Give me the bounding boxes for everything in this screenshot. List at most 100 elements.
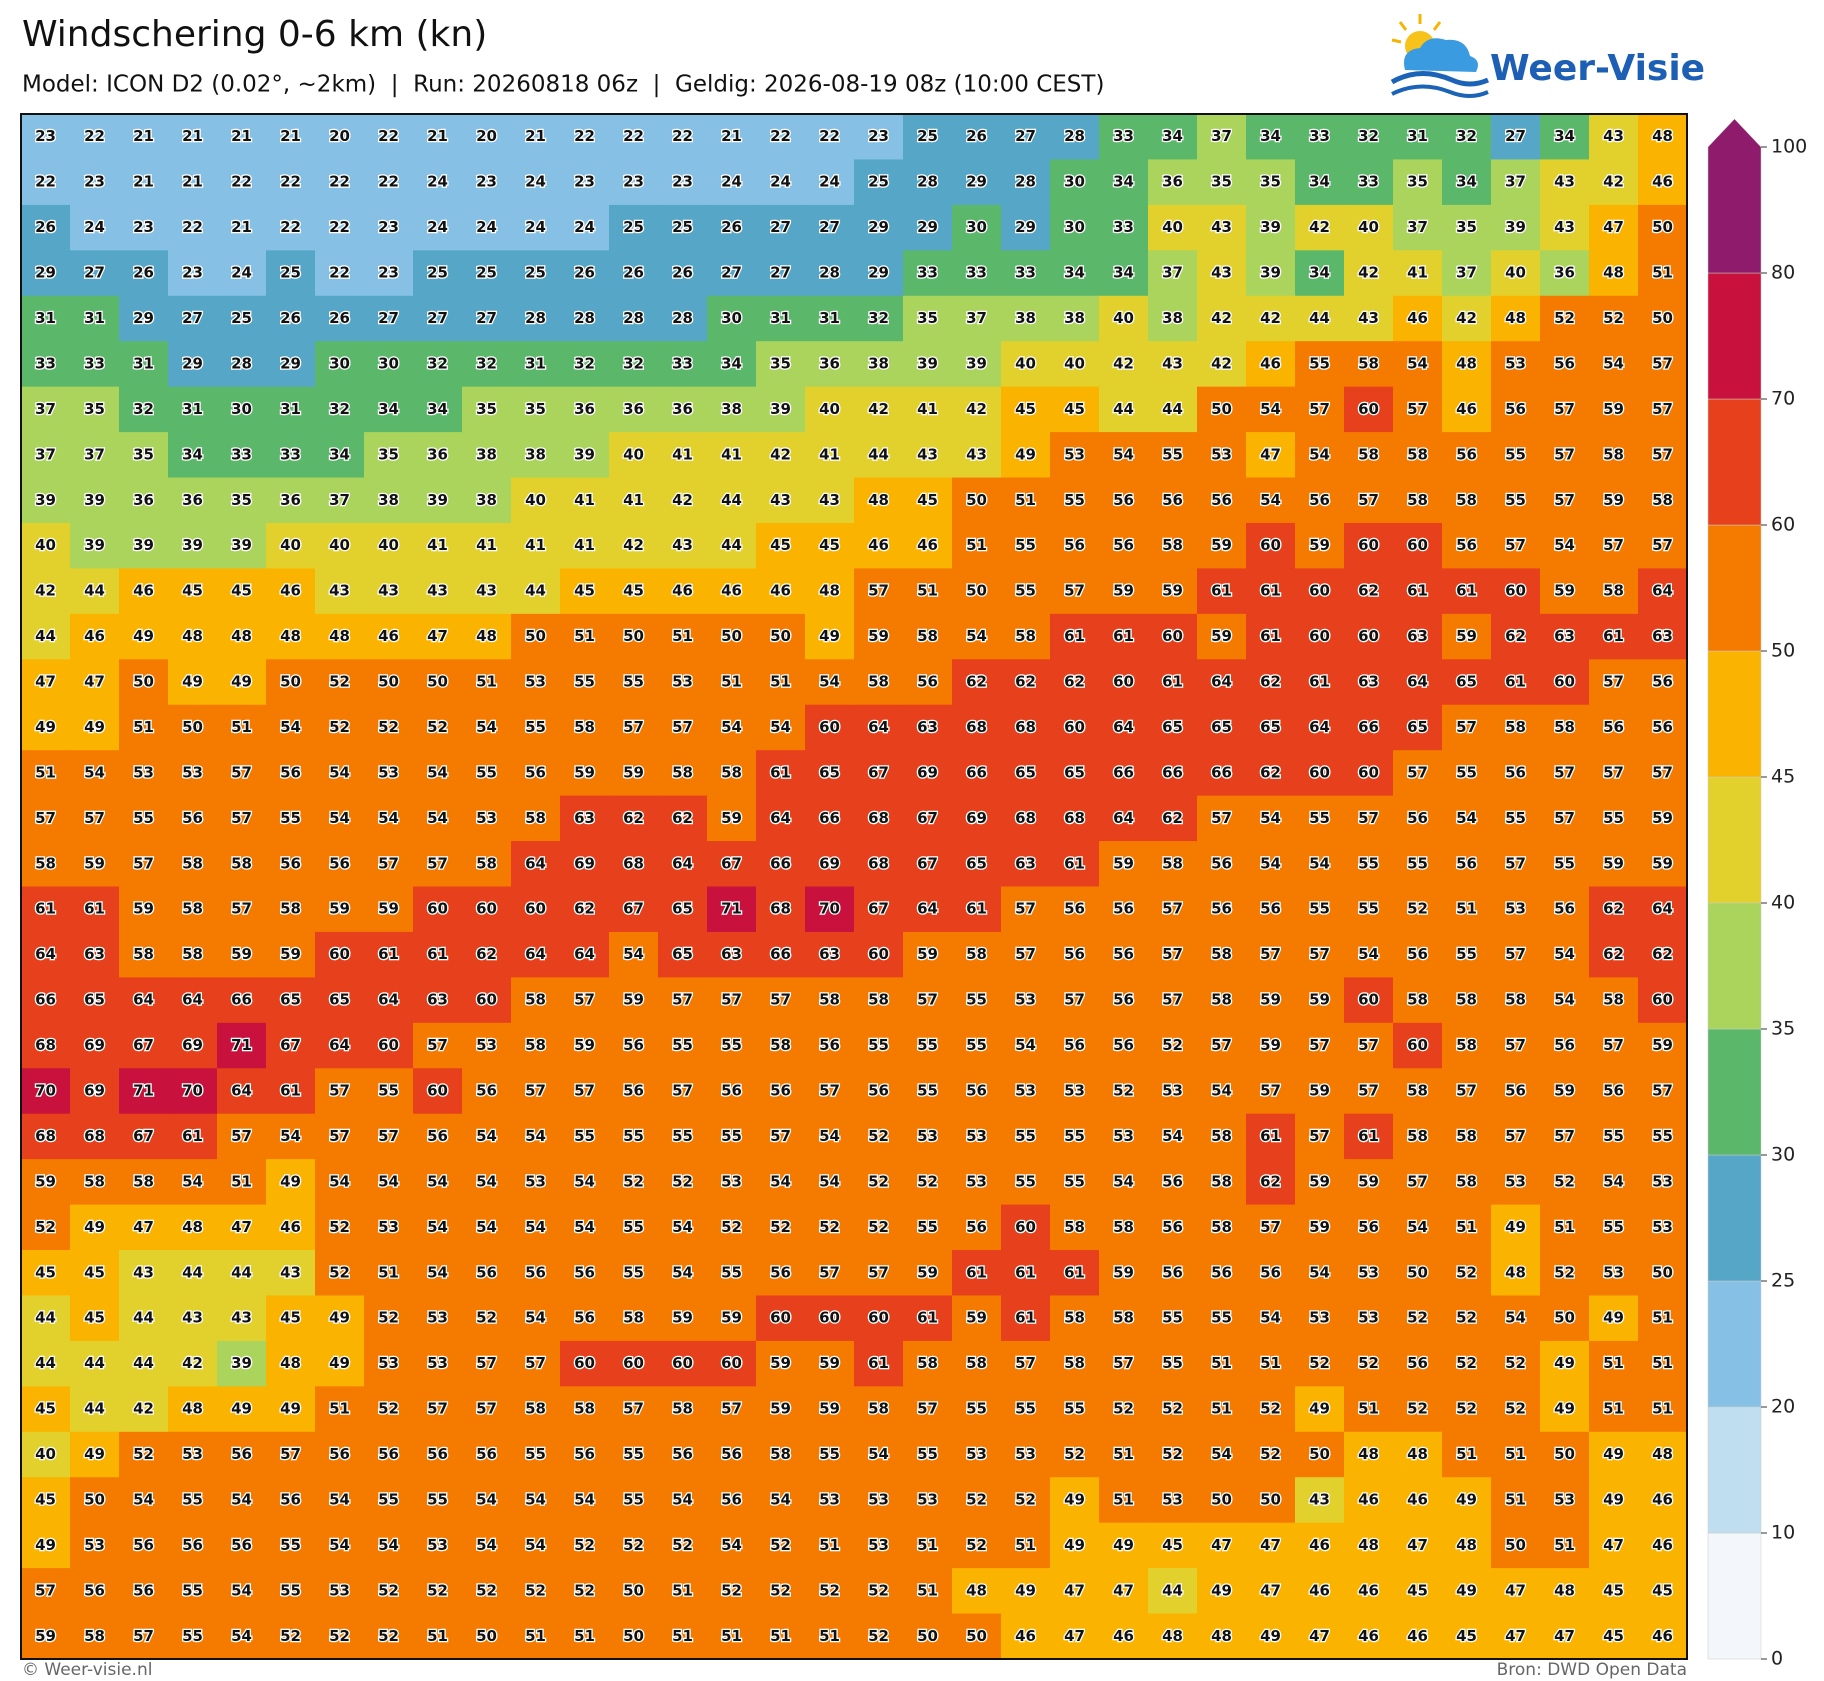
shear-cell [658,886,708,933]
shear-label: 54 [966,627,987,645]
shear-label: 66 [1113,763,1134,781]
shear-label: 56 [1554,354,1575,372]
shear-label: 20 [329,127,350,145]
shear-label: 60 [476,900,497,918]
shear-cell [70,1522,120,1569]
shear-label: 54 [329,763,350,781]
shear-label: 47 [427,627,448,645]
shear-cell [70,1613,120,1660]
shear-label: 61 [35,900,56,918]
shear-cell [1050,886,1100,933]
shear-label: 46 [1652,173,1673,191]
logo-sun-rays [1391,14,1442,44]
shear-cell [21,795,71,842]
shear-label: 35 [1260,173,1281,191]
shear-label: 40 [623,445,644,463]
shear-label: 53 [1015,991,1036,1009]
shear-label: 46 [133,582,154,600]
shear-label: 54 [427,809,448,827]
shear-cell [1393,1522,1443,1569]
shear-cell [1197,1522,1247,1569]
shear-cell [364,750,414,797]
shear-cell [1197,1295,1247,1342]
shear-cell [756,841,806,888]
shear-label: 56 [1064,1036,1085,1054]
shear-label: 56 [1505,763,1526,781]
shear-cell [1246,704,1296,751]
shear-label: 40 [329,536,350,554]
shear-label: 56 [770,1263,791,1281]
shear-label: 55 [623,1445,644,1463]
shear-label: 55 [1015,582,1036,600]
shear-label: 24 [476,218,497,236]
shear-label: 64 [672,854,693,872]
shear-cell [364,1295,414,1342]
shear-label: 31 [819,309,840,327]
shear-label: 53 [917,1490,938,1508]
shear-cell [462,613,512,660]
shear-label: 54 [476,1536,497,1554]
logo-wave [1391,84,1489,98]
shear-cell [1540,386,1590,433]
shear-label: 57 [1162,900,1183,918]
shear-label: 52 [1358,1354,1379,1372]
shear-label: 51 [1358,1400,1379,1418]
shear-cell [217,432,267,479]
shear-label: 57 [1554,1127,1575,1145]
shear-label: 51 [1603,1354,1624,1372]
shear-label: 45 [231,582,252,600]
shear-label: 56 [476,1263,497,1281]
shear-cell [1540,1295,1590,1342]
shear-label: 52 [427,1581,448,1599]
shear-cell [1442,1340,1492,1387]
shear-label: 23 [35,127,56,145]
shear-label: 26 [329,309,350,327]
shear-cell [413,250,463,297]
shear-cell [854,1159,904,1206]
shear-label: 55 [1358,900,1379,918]
shear-label: 44 [1162,1581,1183,1599]
shear-cell [658,250,708,297]
shear-cell [1295,886,1345,933]
shear-cell [364,386,414,433]
shear-label: 43 [329,582,350,600]
shear-label: 59 [721,1309,742,1327]
shear-label: 56 [770,1081,791,1099]
shear-cell [658,386,708,433]
shear-cell [119,1340,169,1387]
shear-label: 59 [574,1036,595,1054]
shear-label: 46 [1652,1627,1673,1645]
shear-label: 45 [623,582,644,600]
shear-label: 54 [427,1172,448,1190]
shear-cell [462,204,512,251]
shear-label: 49 [1554,1354,1575,1372]
shear-cell [805,750,855,797]
shear-label: 55 [1015,536,1036,554]
shear-label: 66 [770,854,791,872]
shear-cell [560,250,610,297]
shear-label: 67 [133,1127,154,1145]
shear-cell [462,931,512,978]
shear-label: 24 [84,218,105,236]
shear-cell [609,477,659,524]
shear-label: 54 [1211,1081,1232,1099]
colorbar-tick-label: 45 [1771,766,1795,788]
shear-label: 36 [819,354,840,372]
shear-cell [21,477,71,524]
shear-cell [1540,1340,1590,1387]
shear-cell [217,1431,267,1478]
shear-label: 27 [1015,127,1036,145]
shear-cell [1001,568,1051,615]
shear-label: 29 [35,264,56,282]
shear-label: 59 [917,945,938,963]
shear-label: 41 [574,491,595,509]
shear-cell [952,750,1002,797]
shear-cell [315,977,365,1024]
shear-label: 61 [966,1263,987,1281]
shear-cell [707,1431,757,1478]
shear-label: 59 [1309,991,1330,1009]
shear-label: 58 [1456,991,1477,1009]
shear-cell [854,159,904,206]
shear-cell [1491,477,1541,524]
shear-cell [266,795,316,842]
